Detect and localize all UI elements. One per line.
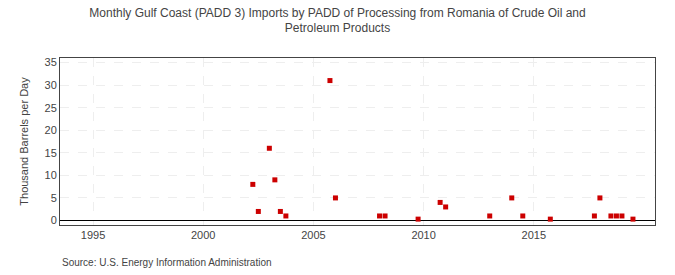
svg-text:0: 0: [51, 214, 57, 226]
svg-text:2015: 2015: [522, 229, 546, 241]
svg-text:5: 5: [51, 192, 57, 204]
svg-text:2005: 2005: [301, 229, 325, 241]
svg-text:Monthly Gulf Coast (PADD 3) Im: Monthly Gulf Coast (PADD 3) Imports by P…: [89, 6, 585, 36]
svg-text:10: 10: [45, 169, 57, 181]
svg-text:35: 35: [45, 56, 57, 68]
svg-text:25: 25: [45, 102, 57, 114]
svg-text:2010: 2010: [411, 229, 435, 241]
svg-text:2000: 2000: [191, 229, 215, 241]
svg-text:30: 30: [45, 79, 57, 91]
svg-text:Source: U.S. Energy Informatio: Source: U.S. Energy Information Administ…: [62, 257, 272, 268]
svg-text:Thousand Barrels per Day: Thousand Barrels per Day: [18, 77, 30, 206]
svg-text:1995: 1995: [81, 229, 105, 241]
svg-text:15: 15: [45, 147, 57, 159]
svg-text:20: 20: [45, 124, 57, 136]
